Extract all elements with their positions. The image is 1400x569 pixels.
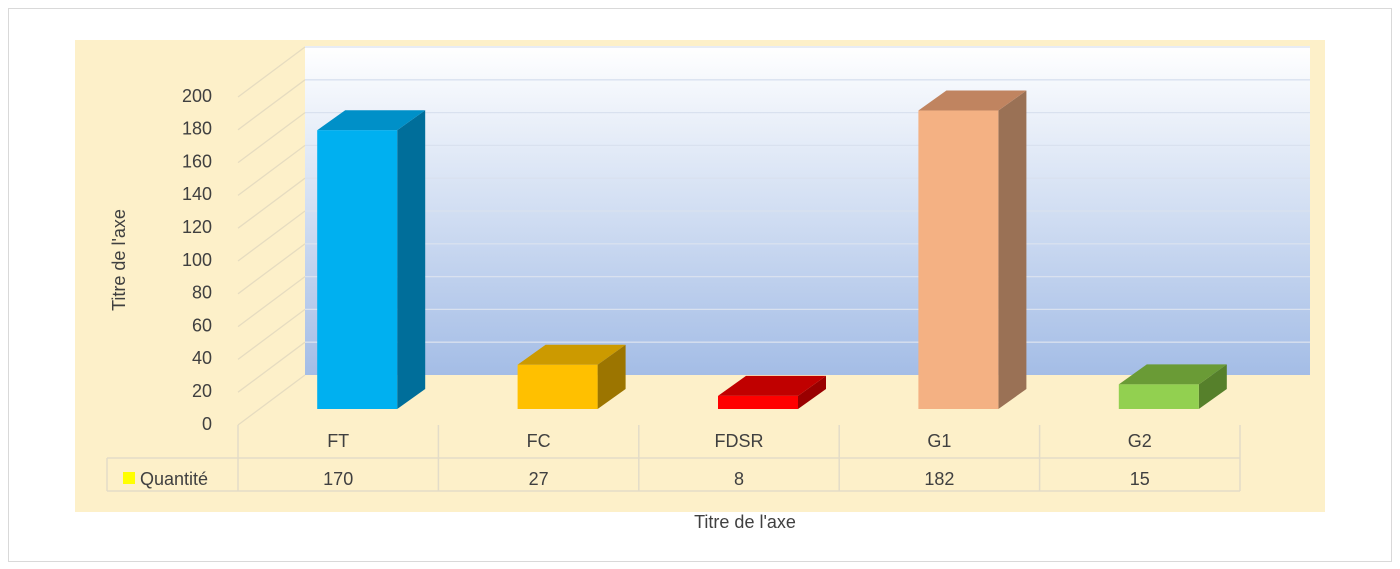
y-tick-label: 80 <box>192 283 212 303</box>
side-grid-line <box>237 243 306 295</box>
side-grid-line <box>237 341 306 393</box>
y-tick-label: 140 <box>182 184 212 204</box>
y-tick-label: 160 <box>182 151 212 171</box>
table-value: 15 <box>1130 469 1150 489</box>
x-axis-title: Titre de l'axe <box>694 512 796 532</box>
bar <box>918 110 999 410</box>
side-grid-line <box>237 308 306 360</box>
x-tick-label: G2 <box>1128 431 1152 451</box>
x-tick-label: FT <box>327 431 349 451</box>
bar-side <box>597 344 626 409</box>
table-value: 170 <box>323 469 353 489</box>
side-grid-line <box>237 46 306 98</box>
table-value: 182 <box>924 469 954 489</box>
x-tick-label: FDSR <box>715 431 764 451</box>
side-grid-line <box>237 79 306 131</box>
y-tick-label: 200 <box>182 86 212 106</box>
x-tick-label: FC <box>527 431 551 451</box>
side-grid-line <box>237 144 306 196</box>
side-grid-line <box>237 177 306 229</box>
side-grid-line <box>237 276 306 328</box>
y-tick-label: 40 <box>192 348 212 368</box>
bar-top <box>517 344 626 365</box>
y-axis-title: Titre de l'axe <box>109 209 129 311</box>
y-tick-label: 180 <box>182 119 212 139</box>
bar-side <box>1198 364 1227 409</box>
bar-top <box>1118 364 1227 385</box>
bar-top <box>317 110 426 131</box>
side-grid-line <box>237 210 306 262</box>
bar-top <box>718 375 826 396</box>
bar <box>718 395 798 409</box>
legend-key <box>123 472 135 484</box>
y-tick-label: 0 <box>202 414 212 434</box>
table-value: 8 <box>734 469 744 489</box>
side-grid-line <box>237 374 306 426</box>
y-tick-label: 100 <box>182 250 212 270</box>
legend-label: Quantité <box>140 469 208 489</box>
bar-top <box>918 90 1027 111</box>
bar-side <box>998 90 1027 410</box>
y-tick-label: 120 <box>182 217 212 237</box>
x-tick-label: G1 <box>927 431 951 451</box>
bar-side <box>798 375 826 409</box>
bar-side <box>397 110 426 409</box>
y-tick-label: 60 <box>192 315 212 335</box>
bar <box>317 130 398 409</box>
bar <box>1118 384 1199 409</box>
bar <box>517 364 598 409</box>
side-grid-line <box>237 112 306 164</box>
table-value: 27 <box>529 469 549 489</box>
y-tick-label: 20 <box>192 381 212 401</box>
